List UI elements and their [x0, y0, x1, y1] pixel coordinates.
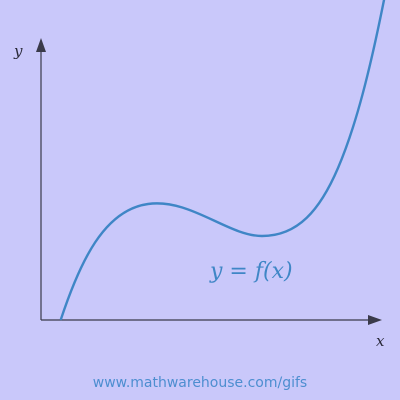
x-axis-label: x	[376, 332, 385, 350]
y-axis-arrow-icon	[36, 38, 46, 52]
x-axis-arrow-icon	[368, 315, 382, 325]
y-axis-label: y	[13, 42, 23, 60]
footer-link[interactable]: www.mathwarehouse.com/gifs	[93, 375, 307, 391]
function-label: y = f(x)	[209, 259, 293, 284]
function-curve	[59, 0, 386, 321]
